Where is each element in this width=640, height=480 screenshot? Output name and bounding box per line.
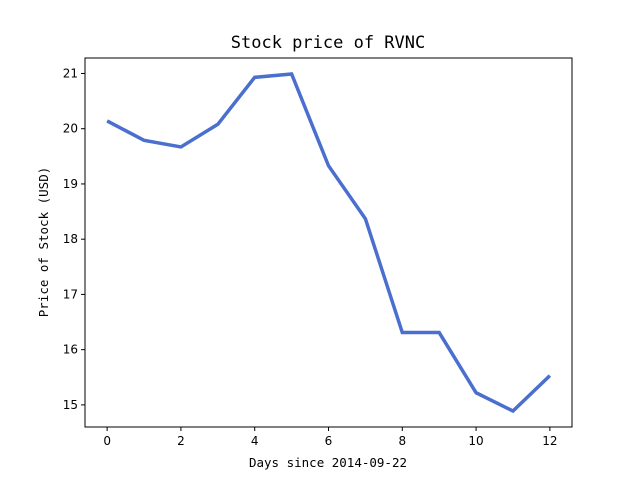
x-tick-label: 4 <box>251 434 259 448</box>
y-tick-label: 17 <box>63 287 78 301</box>
y-tick-label: 18 <box>63 232 78 246</box>
y-tick-label: 21 <box>63 66 78 80</box>
y-tick-label: 19 <box>63 177 78 191</box>
chart-title: Stock price of RVNC <box>231 33 425 53</box>
y-axis-label: Price of Stock (USD) <box>36 167 51 318</box>
x-axis-ticks: 0 2 4 6 8 10 12 <box>103 427 558 448</box>
x-tick-label: 12 <box>542 434 557 448</box>
x-tick-label: 2 <box>177 434 185 448</box>
series-line <box>106 72 552 414</box>
x-tick-label: 8 <box>398 434 406 448</box>
y-tick-label: 16 <box>63 343 78 357</box>
x-tick-label: 10 <box>468 434 483 448</box>
y-tick-label: 20 <box>63 122 78 136</box>
x-tick-label: 0 <box>103 434 111 448</box>
plot-area-frame <box>84 57 573 428</box>
y-tick-label: 15 <box>63 398 78 412</box>
y-axis-ticks: 15 16 17 18 19 20 21 <box>63 66 85 412</box>
x-axis-label: Days since 2014-09-22 <box>249 455 407 470</box>
series-layer <box>106 72 552 414</box>
x-tick-label: 6 <box>325 434 333 448</box>
